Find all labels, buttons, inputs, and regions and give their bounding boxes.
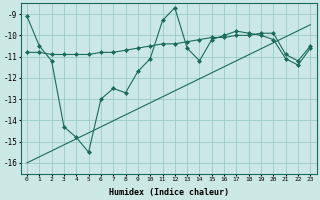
X-axis label: Humidex (Indice chaleur): Humidex (Indice chaleur)	[109, 188, 229, 197]
